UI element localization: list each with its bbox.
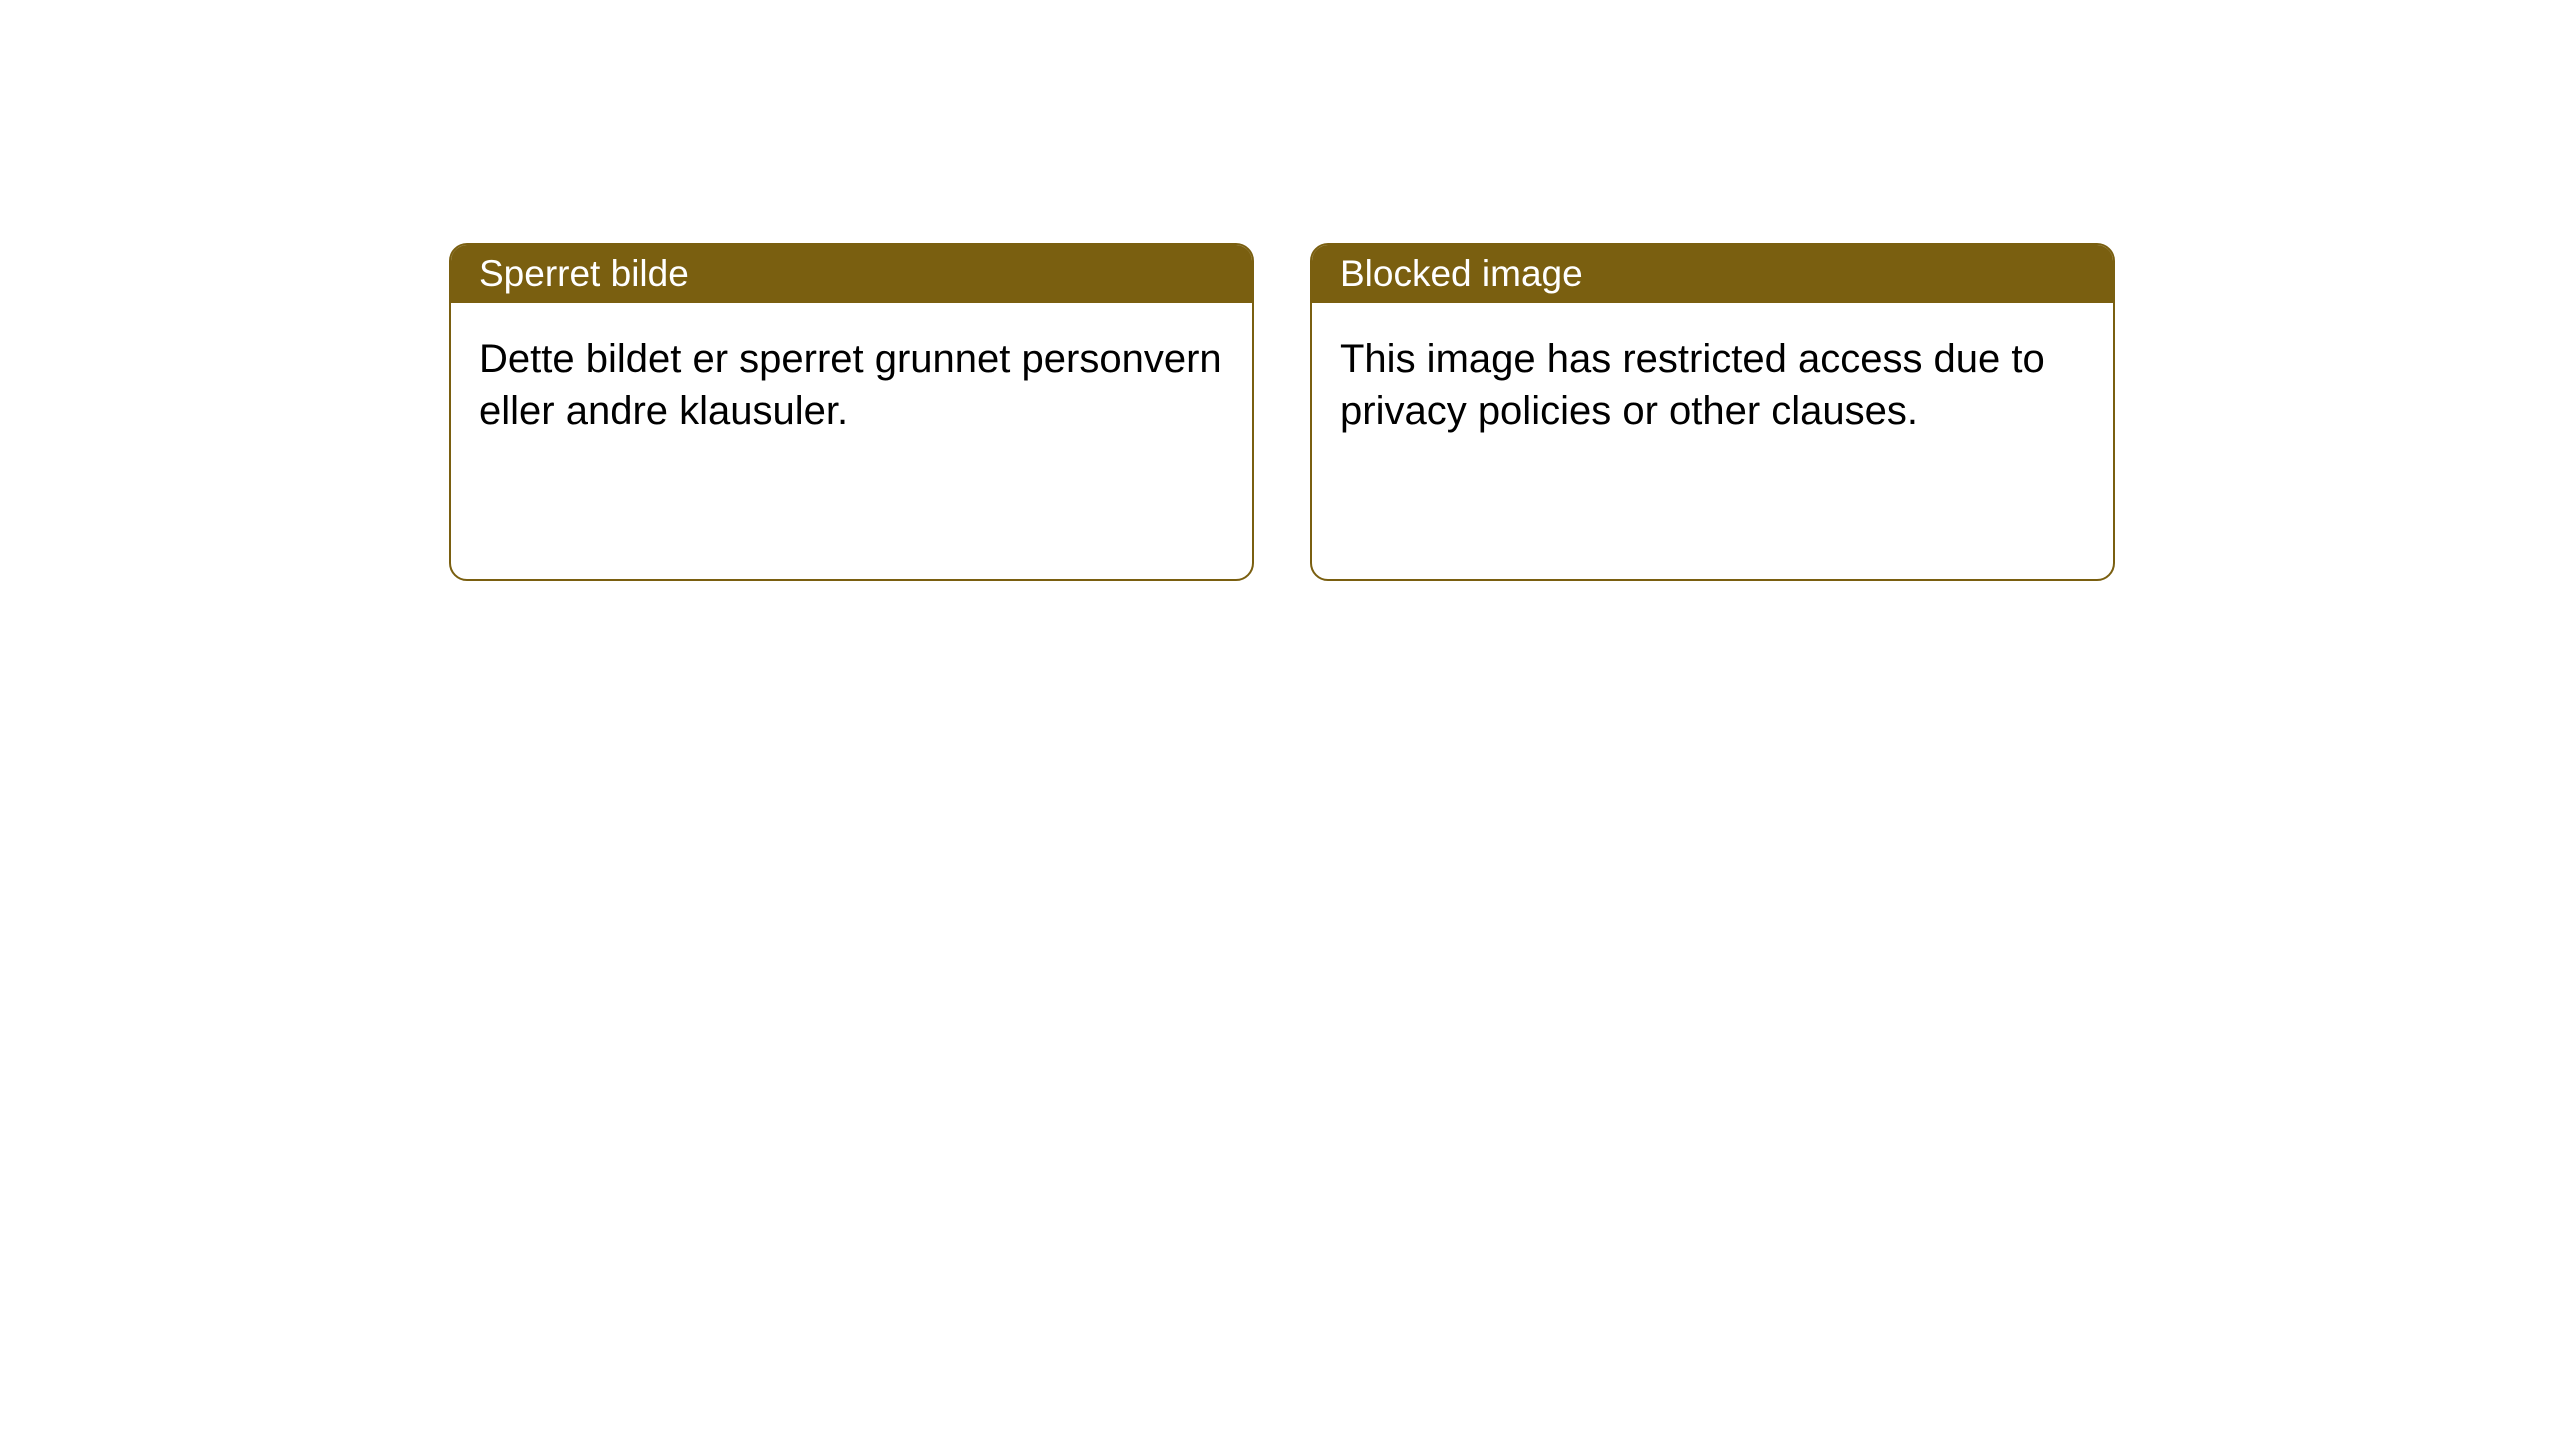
notice-card-en: Blocked image This image has restricted … — [1310, 243, 2115, 581]
notice-card-body: Dette bildet er sperret grunnet personve… — [451, 303, 1252, 467]
notice-card-title: Blocked image — [1312, 245, 2113, 303]
notice-card-title: Sperret bilde — [451, 245, 1252, 303]
notice-card-body: This image has restricted access due to … — [1312, 303, 2113, 467]
notice-card-no: Sperret bilde Dette bildet er sperret gr… — [449, 243, 1254, 581]
notice-container: Sperret bilde Dette bildet er sperret gr… — [0, 0, 2560, 581]
